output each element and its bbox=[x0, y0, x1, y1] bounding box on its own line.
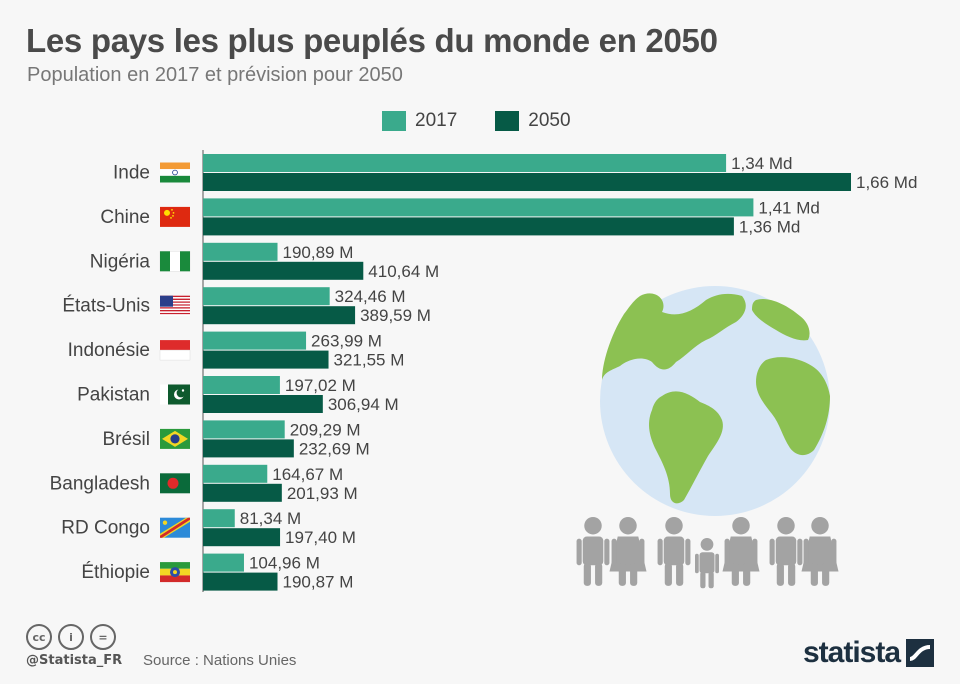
by-icon: i bbox=[58, 624, 84, 650]
globe-land-east bbox=[756, 357, 830, 456]
bar-2017 bbox=[203, 242, 278, 261]
data-label-2017: 209,29 M bbox=[290, 420, 361, 439]
data-label-2017: 81,34 M bbox=[240, 509, 301, 528]
bangladesh-flag bbox=[160, 473, 190, 494]
drc-flag bbox=[160, 517, 190, 538]
legend-label-2050: 2050 bbox=[528, 110, 571, 131]
bar-2050 bbox=[203, 217, 734, 236]
nd-icon: = bbox=[90, 624, 116, 650]
category-label: RD Congo bbox=[61, 518, 150, 539]
bar-2050 bbox=[203, 173, 851, 191]
category-label: Éthiopie bbox=[81, 562, 150, 583]
data-label-2050: 1,66 Md bbox=[856, 173, 917, 192]
bar-2050 bbox=[203, 572, 278, 591]
category-label: Chine bbox=[100, 207, 150, 228]
bar-2017 bbox=[203, 509, 235, 528]
footer-source: Source : Nations Unies bbox=[143, 652, 297, 669]
bar-2017 bbox=[203, 331, 307, 350]
person-figure bbox=[609, 517, 647, 586]
footer-handle: @Statista_FR bbox=[26, 653, 123, 668]
data-label-2050: 201,93 M bbox=[287, 484, 358, 503]
bar-2050 bbox=[203, 528, 281, 547]
data-label-2050: 197,40 M bbox=[285, 528, 356, 547]
bar-2017 bbox=[203, 464, 268, 483]
bar-2050 bbox=[203, 483, 282, 502]
india-flag bbox=[160, 162, 190, 183]
chart-subtitle: Population en 2017 et prévision pour 205… bbox=[27, 64, 403, 86]
bar-2017 bbox=[203, 553, 244, 572]
legend-item-2017: 2017 bbox=[382, 110, 457, 132]
license-icons: cc i = bbox=[26, 624, 116, 650]
data-label-2017: 104,96 M bbox=[249, 554, 320, 573]
person-figure bbox=[769, 517, 803, 586]
logo-text: statista bbox=[803, 636, 901, 669]
nigeria-flag bbox=[159, 251, 191, 272]
person-figure bbox=[801, 517, 839, 586]
bar-2050 bbox=[203, 350, 329, 369]
person-figure bbox=[657, 517, 691, 586]
data-label-2017: 197,02 M bbox=[285, 376, 356, 395]
data-label-2050: 232,69 M bbox=[299, 439, 370, 458]
data-label-2050: 321,55 M bbox=[334, 351, 405, 370]
legend-swatch-2050 bbox=[495, 111, 520, 131]
category-label: Pakistan bbox=[77, 385, 150, 406]
chart-title: Les pays les plus peuplés du monde en 20… bbox=[26, 22, 718, 59]
bar-2017 bbox=[203, 376, 280, 394]
globe-land-south bbox=[649, 391, 723, 504]
china-flag bbox=[160, 206, 190, 227]
bars-layer: Inde 1,34 Md 1,66 Md Chine 1,41 Md1,36 Md Nig… bbox=[50, 150, 917, 592]
data-label-2050: 1,36 Md bbox=[739, 217, 800, 236]
data-label-2017: 324,46 M bbox=[335, 287, 406, 306]
category-label: États-Unis bbox=[62, 296, 150, 317]
bar-2050 bbox=[203, 439, 294, 458]
data-label-2050: 306,94 M bbox=[328, 395, 399, 414]
data-label-2050: 389,59 M bbox=[360, 306, 431, 325]
bar-2050 bbox=[203, 261, 364, 280]
person-figure bbox=[722, 517, 760, 586]
person-figure bbox=[576, 517, 610, 586]
brazil-flag bbox=[160, 428, 190, 449]
people-illustration bbox=[576, 517, 839, 589]
legend-swatch-2017 bbox=[382, 111, 406, 131]
bar-2017 bbox=[203, 420, 285, 439]
data-label-2017: 263,99 M bbox=[311, 332, 382, 351]
bar-2050 bbox=[203, 306, 356, 325]
data-label-2050: 190,87 M bbox=[283, 573, 354, 592]
usa-flag bbox=[160, 295, 190, 316]
data-label-2050: 410,64 M bbox=[368, 262, 439, 281]
category-label: Indonésie bbox=[68, 340, 150, 361]
bar-2017 bbox=[203, 154, 727, 172]
ethiopia-flag bbox=[160, 562, 190, 583]
globe-land-north-east bbox=[752, 298, 810, 341]
data-label-2017: 190,89 M bbox=[283, 243, 354, 262]
statista-logo: statista bbox=[803, 636, 935, 670]
legend-label-2017: 2017 bbox=[415, 110, 458, 131]
legend: 2017 2050 bbox=[382, 110, 571, 132]
data-label-2017: 164,67 M bbox=[272, 465, 343, 484]
statista-logo-icon bbox=[906, 639, 935, 667]
legend-item-2050: 2050 bbox=[495, 110, 571, 132]
globe-illustration bbox=[600, 286, 830, 516]
category-label: Nigéria bbox=[90, 251, 151, 272]
bar-2017 bbox=[203, 287, 330, 306]
data-label-2017: 1,34 Md bbox=[731, 154, 792, 173]
pakistan-flag bbox=[160, 384, 190, 405]
globe-land-north bbox=[602, 293, 746, 380]
cc-icon: cc bbox=[26, 624, 52, 650]
indonesia-flag bbox=[159, 340, 191, 361]
bar-2017 bbox=[203, 198, 754, 217]
data-label-2017: 1,41 Md bbox=[758, 198, 819, 217]
category-label: Brésil bbox=[102, 429, 150, 450]
bar-2050 bbox=[203, 395, 323, 413]
category-label: Bangladesh bbox=[50, 473, 150, 494]
category-label: Inde bbox=[113, 163, 150, 184]
person-figure bbox=[695, 538, 719, 589]
